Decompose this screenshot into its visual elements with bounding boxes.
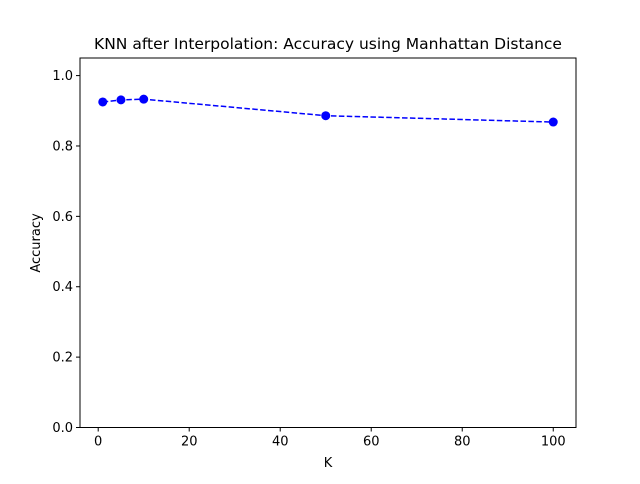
plot-area-frame: [79, 57, 577, 428]
y-axis-label: Accuracy: [29, 213, 44, 273]
series-layer: [98, 94, 558, 127]
x-axis-ticks: 0 20 40 60 80 100: [94, 427, 566, 450]
x-tick-label: 100: [541, 435, 566, 450]
x-tick-label: 60: [363, 435, 380, 450]
data-point-marker: [116, 95, 126, 105]
y-tick-label: 0.6: [52, 210, 73, 225]
y-tick-label: 0.2: [52, 351, 73, 366]
y-tick-label: 0.0: [52, 421, 73, 436]
data-point-marker: [139, 94, 149, 104]
x-axis-label: K: [324, 456, 333, 471]
y-axis-ticks: 0.0 0.2 0.4 0.6 0.8 1.0: [52, 69, 80, 436]
x-tick-label: 20: [181, 435, 198, 450]
data-point-marker: [98, 97, 108, 107]
chart-title: KNN after Interpolation: Accuracy using …: [94, 35, 562, 53]
x-tick-label: 40: [272, 435, 289, 450]
y-tick-label: 0.4: [52, 280, 73, 295]
x-tick-label: 0: [94, 435, 102, 450]
data-point-marker: [548, 117, 558, 127]
x-tick-label: 80: [454, 435, 471, 450]
data-point-marker: [321, 111, 331, 121]
y-tick-label: 1.0: [52, 69, 73, 84]
y-tick-label: 0.8: [52, 139, 73, 154]
